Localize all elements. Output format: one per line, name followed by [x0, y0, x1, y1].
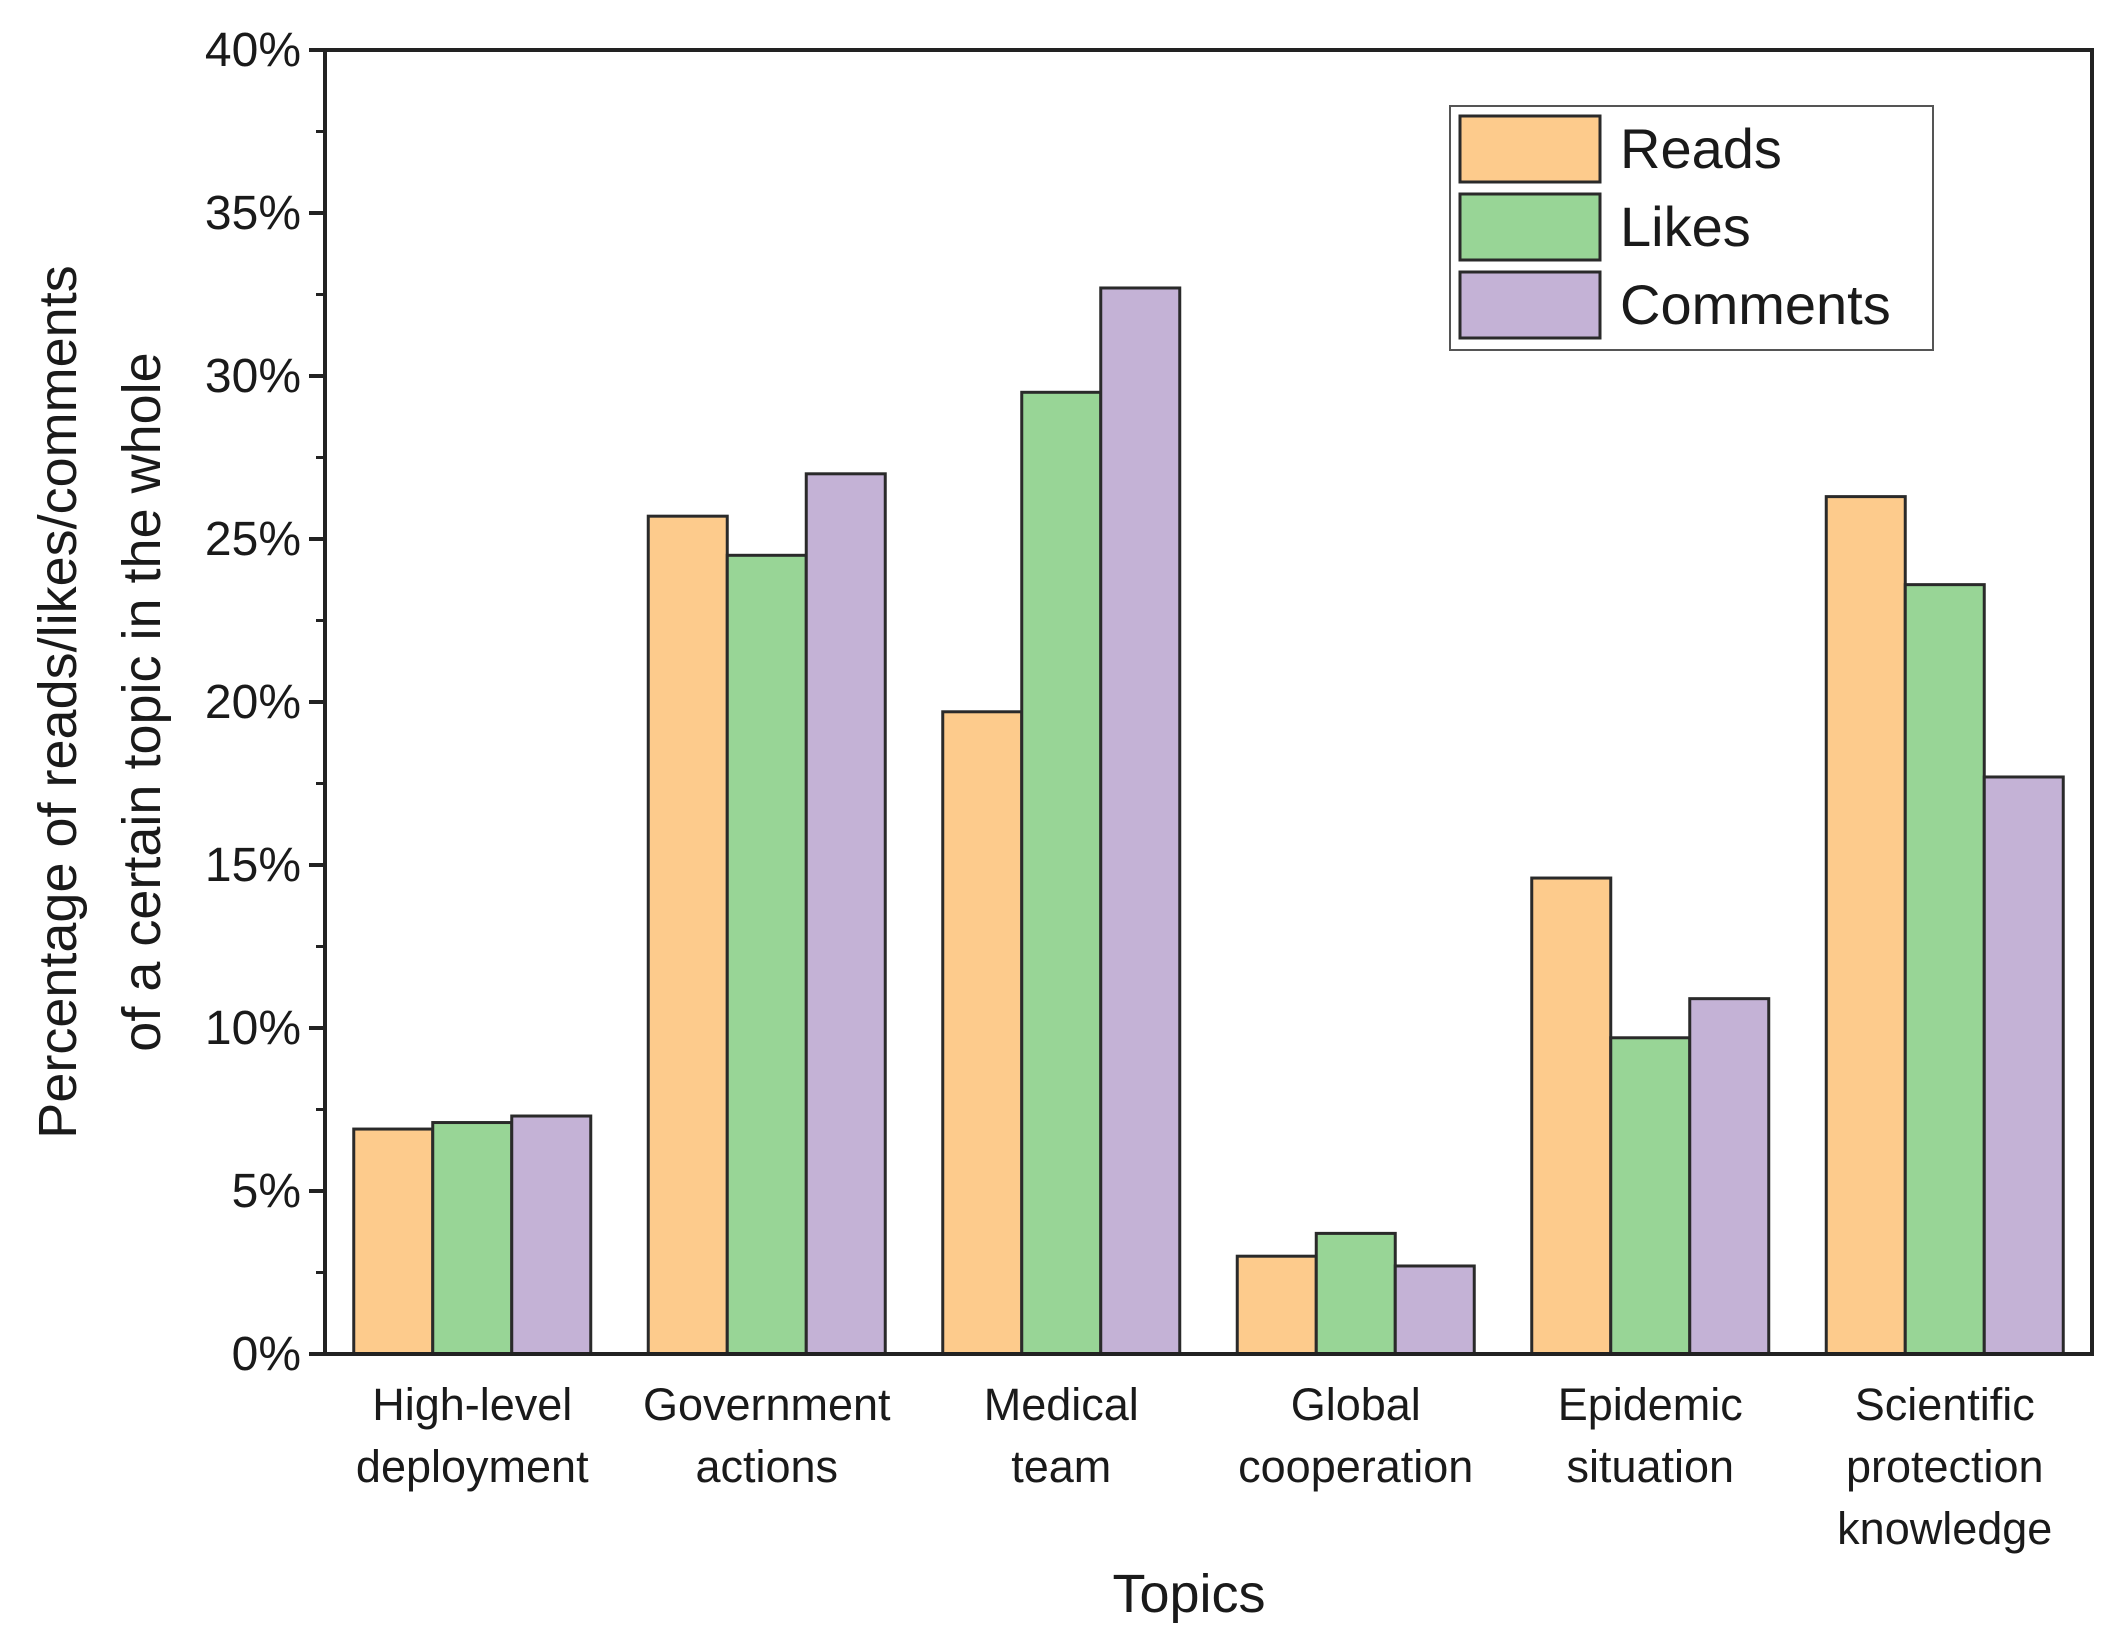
- x-category-label: Epidemic situation: [1558, 1379, 1743, 1492]
- y-tick-label: 40%: [205, 24, 301, 77]
- x-category-label: Scientific protection knowledge: [1837, 1379, 2052, 1554]
- y-tick-label: 20%: [205, 676, 301, 729]
- bar-reads-1: [646, 514, 729, 1356]
- legend-swatch-reads: [1458, 114, 1602, 184]
- bars-group: [352, 286, 2065, 1356]
- y-axis-ticks: 0% 5% 10% 15% 20% 25% 30% 35% 40%: [205, 24, 325, 1381]
- bar-reads-5: [1824, 495, 1907, 1356]
- y-tick-label: 15%: [205, 839, 301, 892]
- y-tick-label: 5%: [232, 1165, 301, 1218]
- y-tick-label: 0%: [232, 1328, 301, 1381]
- bar-reads-3: [1235, 1254, 1318, 1356]
- x-axis-category-labels: High-level deployment Government actions Med…: [356, 1379, 2052, 1554]
- legend-label-likes: Likes: [1620, 195, 1751, 258]
- bar-comments-2: [1099, 286, 1182, 1356]
- x-category-label: High-level deployment: [356, 1379, 589, 1492]
- y-axis-title: Percentage of reads/likes/comments of a c…: [28, 265, 172, 1138]
- bar-comments-1: [804, 472, 887, 1356]
- y-tick-label: 10%: [205, 1002, 301, 1055]
- bar-likes-2: [1020, 390, 1103, 1356]
- legend-label-comments: Comments: [1620, 273, 1891, 336]
- x-category-label: Global cooperation: [1238, 1379, 1473, 1492]
- y-tick-label: 30%: [205, 350, 301, 403]
- legend: Reads Likes Comments: [1449, 105, 1934, 351]
- bar-comments-0: [510, 1114, 593, 1356]
- x-category-label: Medical team: [984, 1379, 1139, 1492]
- legend-swatch-comments: [1458, 270, 1602, 340]
- legend-swatch-likes: [1458, 192, 1602, 262]
- bar-likes-5: [1903, 583, 1986, 1356]
- bar-likes-0: [431, 1121, 514, 1356]
- plot-frame: [323, 48, 2094, 1356]
- bar-reads-2: [941, 710, 1024, 1356]
- x-category-label: Government actions: [643, 1379, 891, 1492]
- bar-comments-5: [1982, 775, 2065, 1356]
- bar-likes-4: [1609, 1036, 1692, 1356]
- x-axis-title: Topics: [1112, 1564, 1265, 1624]
- y-tick-label: 25%: [205, 513, 301, 566]
- bar-likes-1: [725, 553, 808, 1356]
- bar-comments-4: [1688, 997, 1771, 1356]
- bar-reads-0: [352, 1127, 435, 1356]
- bar-reads-4: [1530, 876, 1613, 1356]
- y-tick-label: 35%: [205, 187, 301, 240]
- bar-likes-3: [1314, 1231, 1397, 1356]
- y-axis-title-text: Percentage of reads/likes/comments of a c…: [28, 265, 172, 1138]
- bar-comments-3: [1393, 1264, 1476, 1356]
- legend-label-reads: Reads: [1620, 117, 1782, 180]
